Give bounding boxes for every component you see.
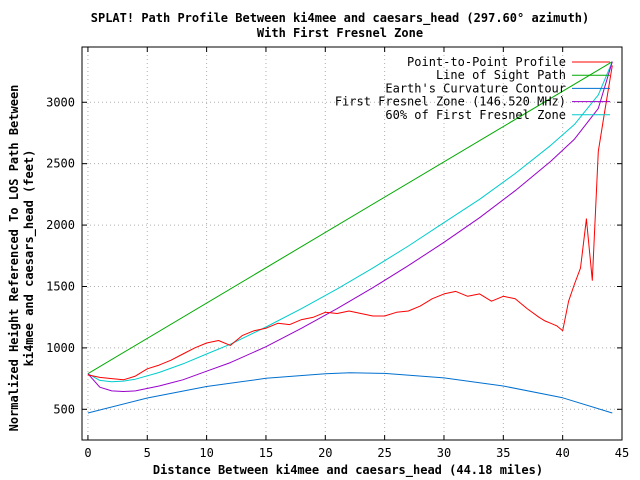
legend-label: Point-to-Point Profile bbox=[407, 55, 566, 69]
x-tick-label: 10 bbox=[199, 446, 213, 460]
y-tick-label: 2000 bbox=[46, 218, 75, 232]
x-tick-label: 30 bbox=[437, 446, 451, 460]
chart-title-line2: With First Fresnel Zone bbox=[257, 26, 423, 40]
earth-curvature-line bbox=[87, 372, 613, 414]
y-tick-label: 2500 bbox=[46, 157, 75, 171]
legend-item-fresnel-60: 60% of First Fresnel Zone bbox=[385, 108, 610, 122]
x-tick-label: 35 bbox=[496, 446, 510, 460]
y-tick-label: 1500 bbox=[46, 279, 75, 293]
legend-item-earth-curvature: Earth's Curvature Contour bbox=[385, 81, 610, 95]
x-tick-label: 45 bbox=[615, 446, 629, 460]
fresnel-zone-line bbox=[87, 61, 613, 392]
x-axis-label: Distance Between ki4mee and caesars_head… bbox=[153, 463, 543, 478]
y-tick-label: 3000 bbox=[46, 95, 75, 109]
x-tick-label: 25 bbox=[377, 446, 391, 460]
fresnel-60-line bbox=[87, 61, 613, 383]
y-tick-label: 500 bbox=[53, 402, 75, 416]
legend-item-fresnel-zone: First Fresnel Zone (146.520 MHz) bbox=[335, 95, 610, 109]
line-of-sight-line bbox=[87, 61, 613, 375]
x-tick-label: 15 bbox=[259, 446, 273, 460]
series-layer bbox=[87, 61, 613, 414]
legend-item-profile: Point-to-Point Profile bbox=[407, 55, 610, 69]
legend-item-line-of-sight: Line of Sight Path bbox=[436, 68, 610, 82]
x-tick-label: 0 bbox=[84, 446, 91, 460]
legend-label: First Fresnel Zone (146.520 MHz) bbox=[335, 95, 566, 109]
x-tick-label: 20 bbox=[318, 446, 332, 460]
chart-title-line1: SPLAT! Path Profile Between ki4mee and c… bbox=[91, 11, 590, 26]
legend-label: Earth's Curvature Contour bbox=[385, 81, 566, 95]
y-axis-label-line2: ki4mee and caesars_head (feet) bbox=[22, 150, 37, 367]
x-tick-label: 40 bbox=[555, 446, 569, 460]
x-tick-label: 5 bbox=[144, 446, 151, 460]
plot-frame bbox=[81, 46, 623, 441]
y-tick-label: 1000 bbox=[46, 341, 75, 355]
legend-label: 60% of First Fresnel Zone bbox=[385, 108, 566, 122]
profile-line bbox=[87, 65, 613, 381]
y-axis-label-line1: Normalized Height Referenced To LOS Path… bbox=[7, 85, 21, 432]
legend-label: Line of Sight Path bbox=[436, 68, 566, 82]
tick-layer: 0 5 10 15 20 25 30 35 40 45 500 1000 1500 2000 2500 300… bbox=[46, 47, 629, 460]
